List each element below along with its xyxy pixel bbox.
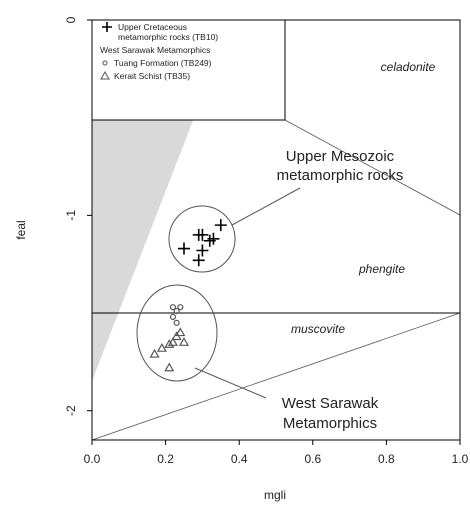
point — [177, 304, 184, 311]
legend-row: Kerait Schist (TB35) — [100, 71, 280, 81]
legend-label: Tuang Formation (TB249) — [114, 58, 212, 68]
field-label: muscovite — [291, 322, 345, 336]
legend-body: Upper Cretaceous metamorphic rocks (TB10… — [100, 22, 280, 81]
point — [196, 244, 209, 257]
leader-line — [194, 367, 267, 399]
point — [192, 254, 205, 267]
y-axis-label: feal — [14, 220, 28, 239]
point — [164, 362, 175, 372]
legend-icon — [102, 60, 108, 66]
x-tick-label: 0.8 — [378, 452, 395, 466]
legend-marker — [102, 22, 112, 32]
legend-row: West Sarawak Metamorphics — [100, 45, 280, 55]
point — [149, 348, 160, 358]
x-tick-label: 0.2 — [157, 452, 174, 466]
y-tick-label: 0 — [64, 16, 78, 23]
field-label: phengite — [358, 262, 405, 276]
point — [178, 242, 190, 255]
point — [173, 307, 180, 315]
point — [196, 228, 209, 241]
boundary-line — [284, 119, 461, 216]
boundary-line — [91, 312, 461, 441]
point — [173, 319, 180, 326]
legend-group: West Sarawak Metamorphics — [100, 45, 211, 55]
legend-icon — [102, 22, 112, 32]
annotation: Upper Mesozoic — [286, 148, 395, 165]
leader-line — [231, 187, 301, 226]
point — [167, 337, 178, 346]
field-label: celadonite — [381, 60, 436, 74]
annotation: metamorphic rocks — [277, 167, 404, 184]
point — [169, 313, 177, 321]
legend-label: Upper Cretaceous metamorphic rocks (TB10… — [118, 22, 219, 42]
annotation: West Sarawak — [282, 395, 379, 412]
point — [178, 337, 190, 346]
legend-row: Tuang Formation (TB249) — [100, 58, 280, 68]
legend-label: Kerait Schist (TB35) — [114, 71, 191, 81]
point — [207, 232, 220, 245]
legend-box — [91, 19, 286, 121]
point — [175, 327, 186, 337]
point — [156, 342, 167, 352]
point — [214, 219, 227, 232]
legend-row: Upper Cretaceous metamorphic rocks (TB10… — [100, 22, 280, 42]
x-tick-label: 0.0 — [84, 452, 101, 466]
x-tick-label: 0.4 — [231, 452, 248, 466]
y-tick-label: -2 — [64, 405, 78, 416]
y-tick-label: -1 — [64, 210, 78, 221]
annotation: Metamorphics — [283, 415, 377, 432]
point — [164, 339, 175, 348]
x-tick-label: 1.0 — [452, 452, 469, 466]
group-ellipse — [136, 284, 218, 382]
x-tick-label: 0.6 — [304, 452, 321, 466]
legend: Upper Cretaceous metamorphic rocks (TB10… — [100, 22, 280, 81]
point — [169, 304, 177, 311]
group-ellipse — [168, 205, 236, 273]
x-axis-label: mgli — [264, 488, 286, 502]
legend-marker — [100, 71, 110, 80]
legend-marker — [102, 60, 108, 66]
legend-icon — [100, 71, 110, 80]
